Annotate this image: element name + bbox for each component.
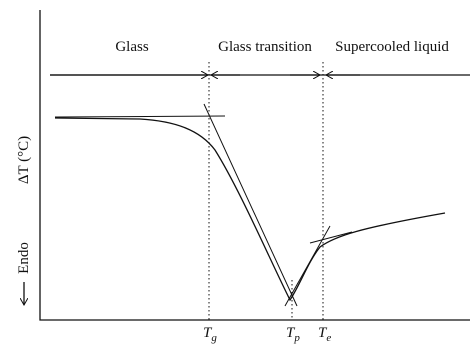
tangent — [54, 115, 226, 118]
symbol: T — [203, 325, 213, 341]
symbol: T — [286, 325, 296, 341]
subscript: p — [293, 332, 300, 344]
tangent — [203, 103, 298, 307]
dsc-curve — [54, 117, 446, 302]
subscript: e — [326, 332, 331, 344]
region-label: Supercooled liquid — [335, 39, 449, 55]
tangent — [309, 231, 353, 244]
region-label: Glass transition — [218, 39, 312, 55]
endo-label: Endo — [16, 242, 32, 274]
subscript: g — [211, 332, 217, 344]
tg-label: Tg — [203, 325, 217, 344]
axes — [39, 10, 470, 321]
tp-label: Tp — [286, 325, 300, 344]
y-axis-label: ΔT (°C) — [16, 136, 32, 184]
region-label: Glass — [115, 39, 148, 55]
symbol: T — [318, 325, 328, 341]
te-label: Te — [318, 325, 331, 344]
